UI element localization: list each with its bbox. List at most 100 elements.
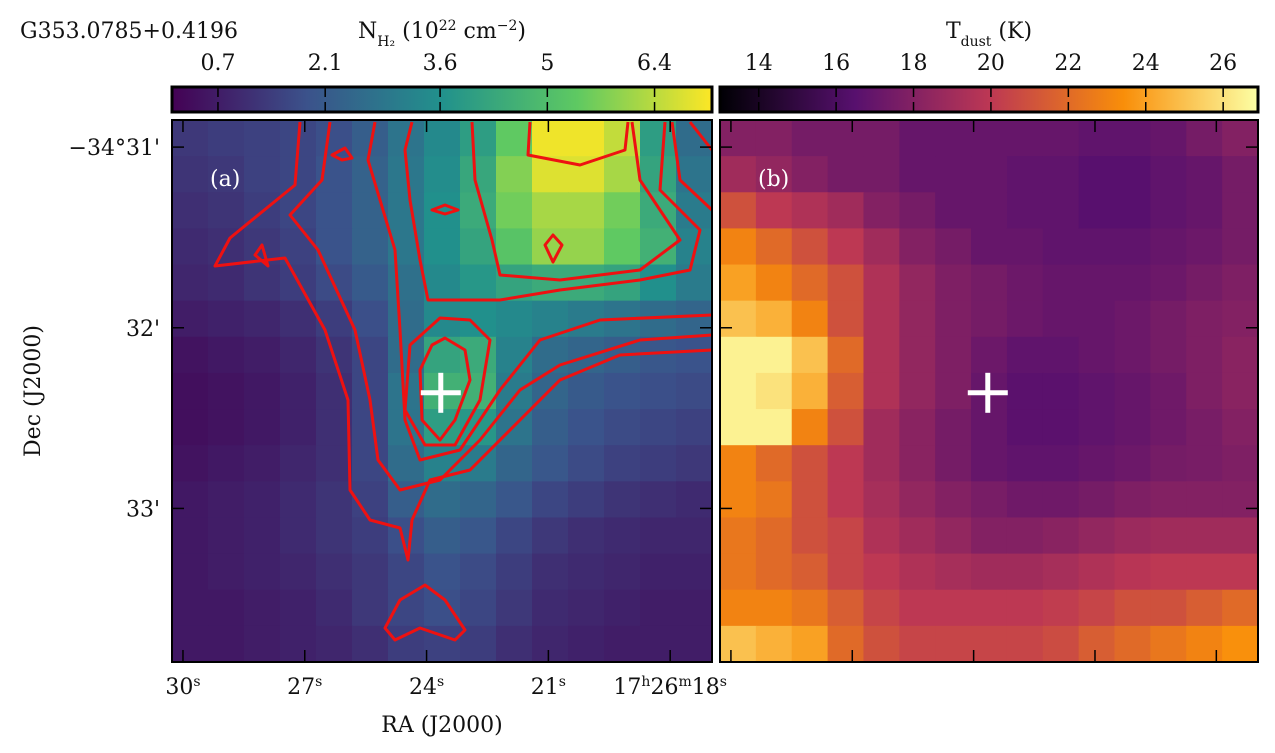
heatmap-cell xyxy=(244,589,281,627)
contour xyxy=(383,583,467,642)
heatmap-cell xyxy=(935,372,972,410)
heatmap-cell xyxy=(1006,192,1044,229)
heatmap-cell xyxy=(1186,372,1223,410)
label-part: m xyxy=(678,674,691,690)
label-part: 30 xyxy=(165,675,193,700)
heatmap-cell xyxy=(1078,445,1116,482)
heatmap-cell xyxy=(244,553,281,591)
heatmap-cell xyxy=(720,445,757,482)
heatmap-cell xyxy=(388,192,425,229)
heatmap-cell xyxy=(1150,553,1187,591)
heatmap-cell xyxy=(1186,517,1223,555)
heatmap-cell xyxy=(496,553,533,591)
heatmap-cell xyxy=(640,589,677,627)
heatmap-cell xyxy=(827,625,865,663)
heatmap-cell xyxy=(1114,372,1151,410)
heatmap-cell xyxy=(460,589,497,627)
heatmap-cell xyxy=(755,120,793,157)
heatmap-cell xyxy=(971,625,1008,663)
heatmap-cell xyxy=(280,336,317,374)
contour xyxy=(670,121,714,212)
heatmap-cell xyxy=(1078,228,1116,266)
label-part: 24 xyxy=(409,675,437,700)
heatmap-cell xyxy=(720,625,757,663)
heatmap-cell xyxy=(791,517,829,555)
heatmap-cell xyxy=(899,517,936,555)
heatmap-cell xyxy=(1114,300,1151,338)
heatmap-cell xyxy=(424,481,461,519)
heatmap-cell xyxy=(1114,336,1151,374)
heatmap-cell xyxy=(935,228,972,266)
heatmap-cell xyxy=(1222,553,1259,591)
heatmap-cell xyxy=(827,192,865,229)
heatmap-cell xyxy=(1222,589,1259,627)
heatmap-cell xyxy=(720,589,757,627)
heatmap-cell xyxy=(244,372,281,410)
heatmap-cell xyxy=(971,120,1008,157)
heatmap-cell xyxy=(244,517,281,555)
heatmap-cell xyxy=(971,192,1008,229)
label-part: s xyxy=(720,674,727,690)
heatmap-cell xyxy=(568,625,605,663)
heatmap-cell xyxy=(863,372,900,410)
heatmap-cell xyxy=(208,625,245,663)
heatmap-cell xyxy=(1078,517,1116,555)
heatmap-cell xyxy=(352,409,389,446)
heatmap-cell xyxy=(1078,481,1116,519)
heatmap-cell xyxy=(568,228,605,266)
heatmap-cell xyxy=(1150,589,1187,627)
heatmap-cell xyxy=(791,372,829,410)
x-tick-label: 21s xyxy=(531,674,566,700)
heatmap-cell xyxy=(791,264,829,302)
heatmap-cell xyxy=(1006,372,1044,410)
heatmap-cell xyxy=(899,264,936,302)
heatmap-cell xyxy=(1042,553,1080,591)
x-tick-label: 24s xyxy=(409,674,444,700)
panel-label: (b) xyxy=(758,167,789,192)
heatmap-cell xyxy=(1186,264,1223,302)
heatmap-cell xyxy=(1114,445,1151,482)
heatmap-cell xyxy=(791,300,829,338)
heatmap-cell xyxy=(935,336,972,374)
heatmap-cell xyxy=(720,409,757,446)
heatmap-cell xyxy=(496,120,533,157)
heatmap-cell xyxy=(1042,517,1080,555)
heatmap-cell xyxy=(827,264,865,302)
heatmap-cell xyxy=(1150,192,1187,229)
heatmap-cell xyxy=(863,192,900,229)
heatmap-cell xyxy=(1042,625,1080,663)
heatmap-cell xyxy=(1078,264,1116,302)
label-part: N xyxy=(358,19,377,44)
heatmap-cell xyxy=(827,156,865,193)
heatmap-cell xyxy=(827,589,865,627)
heatmap-cell xyxy=(352,625,389,663)
heatmap-cell xyxy=(496,228,533,266)
heatmap-cell xyxy=(935,300,972,338)
heatmap-cell xyxy=(316,553,353,591)
heatmap-cell xyxy=(935,445,972,482)
heatmap-cell xyxy=(1006,553,1044,591)
heatmap-cell xyxy=(640,192,677,229)
contour xyxy=(213,121,713,562)
heatmap-cell xyxy=(755,336,793,374)
heatmap-cell xyxy=(791,228,829,266)
heatmap-cell xyxy=(1186,445,1223,482)
heatmap-cell xyxy=(496,481,533,519)
colorbar-tick-label: 22 xyxy=(1054,51,1082,76)
heatmap-cell xyxy=(532,625,569,663)
heatmap-cell xyxy=(460,553,497,591)
heatmap-cell xyxy=(1006,445,1044,482)
colorbar-label: NH₂ (1022 cm−2) xyxy=(358,18,526,50)
heatmap-cell xyxy=(280,517,317,555)
heatmap-cell xyxy=(424,156,461,193)
heatmap-cell xyxy=(460,517,497,555)
heatmap-cell xyxy=(604,156,641,193)
heatmap-cell xyxy=(863,300,900,338)
colorbar-tick-label: 0.7 xyxy=(200,51,235,76)
heatmap-cell xyxy=(640,409,677,446)
heatmap-cell xyxy=(316,192,353,229)
heatmap-cell xyxy=(1006,409,1044,446)
heatmap-cell xyxy=(1078,589,1116,627)
heatmap-cell xyxy=(172,372,209,410)
heatmap-cell xyxy=(1042,264,1080,302)
